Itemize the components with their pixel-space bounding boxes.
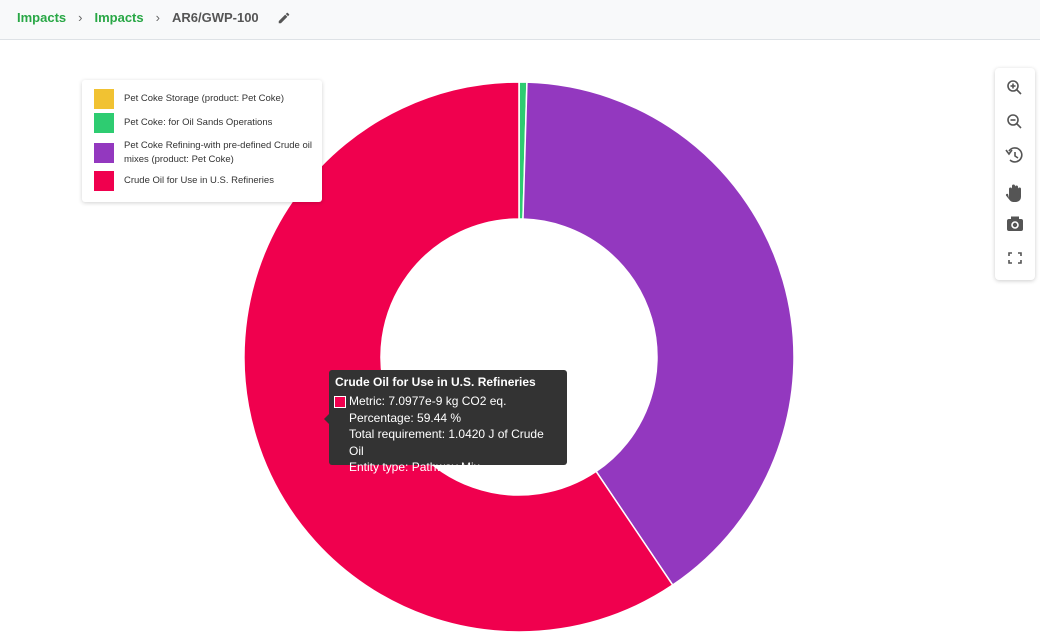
header: Impacts › Impacts › AR6/GWP-100 bbox=[0, 0, 1040, 40]
separator: › bbox=[155, 10, 160, 25]
legend-swatch bbox=[94, 113, 114, 133]
breadcrumb: Impacts › Impacts › AR6/GWP-100 bbox=[17, 10, 291, 25]
legend-swatch bbox=[94, 143, 114, 163]
legend-swatch bbox=[94, 89, 114, 109]
slice bbox=[522, 81, 795, 587]
legend-swatch bbox=[94, 171, 114, 191]
toolbar-icons bbox=[1005, 80, 1023, 264]
zoom-out[interactable] bbox=[1007, 114, 1022, 129]
tooltip: Crude Oil for Use in U.S. Refineries Met… bbox=[324, 370, 567, 474]
separator: › bbox=[78, 10, 83, 25]
zoom-in[interactable] bbox=[1007, 80, 1022, 95]
legend-label: Pet Coke Refining-with pre-defined Crude… bbox=[124, 140, 312, 165]
legend-item[interactable]: Pet Coke: for Oil Sands Operations bbox=[94, 113, 314, 133]
pan bbox=[1005, 184, 1021, 202]
breadcrumb-link[interactable]: Impacts bbox=[94, 10, 144, 25]
legend-item[interactable]: Pet Coke Storage (product: Pet Coke) bbox=[94, 89, 314, 109]
fullscreen[interactable] bbox=[1008, 252, 1022, 264]
legend: Pet Coke Storage (product: Pet Coke) Pet … bbox=[82, 80, 322, 202]
tooltip-line: Percentage: 59.44 % bbox=[349, 410, 462, 425]
edit-icon[interactable] bbox=[277, 11, 291, 25]
breadcrumb-current: AR6/GWP-100 bbox=[171, 10, 259, 25]
legend-label: Crude Oil for Use in U.S. Refineries bbox=[124, 175, 274, 186]
legend-label: Pet Coke Storage (product: Pet Coke) bbox=[124, 93, 284, 104]
legend-item[interactable]: Crude Oil for Use in U.S. Refineries bbox=[94, 171, 314, 191]
tooltip-line: Total requirement: 1.0420 J of Crude Oil bbox=[349, 427, 544, 458]
toolbar bbox=[995, 68, 1035, 280]
tooltip-title: Crude Oil for Use in U.S. Refineries bbox=[335, 375, 536, 389]
legend-item[interactable]: Pet Coke Refining-with pre-defined Crude… bbox=[94, 139, 314, 167]
breadcrumb-link[interactable]: Impacts bbox=[17, 10, 67, 25]
reset[interactable] bbox=[1005, 147, 1023, 163]
tooltip-swatch bbox=[334, 396, 346, 408]
tooltip-line: Metric: 7.0977e-9 kg CO2 eq. bbox=[349, 394, 507, 408]
legend-label: Pet Coke: for Oil Sands Operations bbox=[124, 117, 273, 128]
tooltip-line: Entity type: Pathway Mix bbox=[349, 460, 480, 474]
camera[interactable] bbox=[1007, 216, 1023, 232]
